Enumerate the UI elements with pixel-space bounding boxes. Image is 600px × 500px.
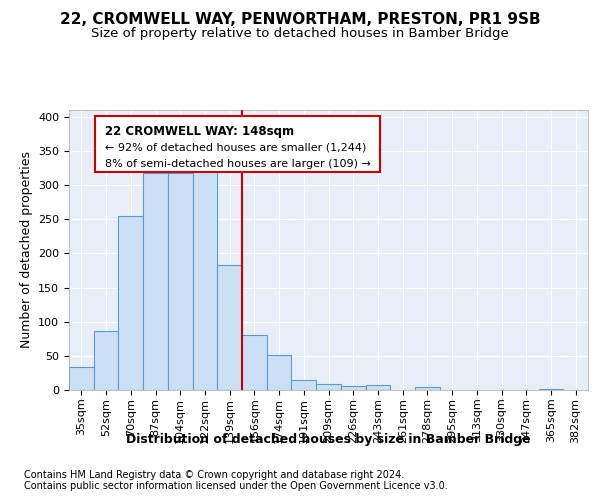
Bar [217, 265, 242, 390]
Bar [365, 384, 390, 390]
Bar [341, 386, 365, 390]
Text: 8% of semi-detached houses are larger (109) →: 8% of semi-detached houses are larger (1… [106, 160, 371, 170]
Bar [118, 216, 143, 390]
Bar [267, 355, 292, 390]
Text: Size of property relative to detached houses in Bamber Bridge: Size of property relative to detached ho… [91, 28, 509, 40]
Bar [69, 368, 94, 390]
Text: 22 CROMWELL WAY: 148sqm: 22 CROMWELL WAY: 148sqm [106, 126, 295, 138]
Bar [94, 330, 118, 390]
Text: Contains public sector information licensed under the Open Government Licence v3: Contains public sector information licen… [24, 481, 448, 491]
Text: Distribution of detached houses by size in Bamber Bridge: Distribution of detached houses by size … [127, 432, 531, 446]
Text: 22, CROMWELL WAY, PENWORTHAM, PRESTON, PR1 9SB: 22, CROMWELL WAY, PENWORTHAM, PRESTON, P… [59, 12, 541, 28]
Text: Contains HM Land Registry data © Crown copyright and database right 2024.: Contains HM Land Registry data © Crown c… [24, 470, 404, 480]
Text: ← 92% of detached houses are smaller (1,244): ← 92% of detached houses are smaller (1,… [106, 142, 367, 152]
Y-axis label: Number of detached properties: Number of detached properties [20, 152, 32, 348]
Bar [415, 386, 440, 390]
Bar [193, 172, 217, 390]
Bar [292, 380, 316, 390]
Bar [539, 388, 563, 390]
FancyBboxPatch shape [95, 116, 380, 172]
Bar [143, 173, 168, 390]
Bar [242, 336, 267, 390]
Bar [168, 173, 193, 390]
Bar [316, 384, 341, 390]
